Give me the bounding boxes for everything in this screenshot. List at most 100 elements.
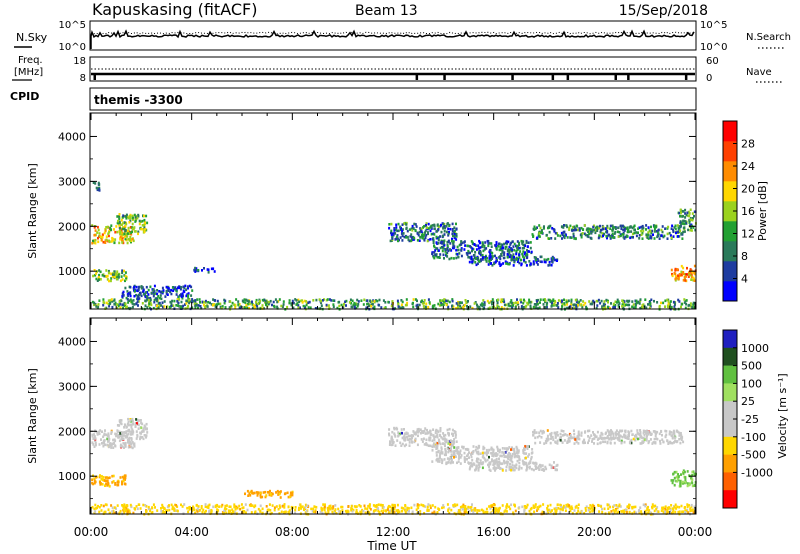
echo-cell [597, 236, 600, 240]
echo-cell [268, 493, 271, 497]
echo-cell [612, 434, 615, 438]
echo-cell [125, 436, 128, 439]
echo-cell [259, 493, 262, 497]
echo-cell [124, 482, 127, 486]
echo-cell [551, 257, 554, 260]
echo-cell [158, 304, 161, 307]
echo-cell [124, 229, 127, 232]
echo-cell [277, 507, 280, 511]
echo-cell [487, 463, 489, 467]
echo-cell [601, 507, 603, 511]
echo-cell [194, 304, 197, 307]
echo-cell [192, 299, 195, 303]
echo-cell [566, 236, 569, 239]
echo-cell [586, 227, 589, 231]
cpid-label: CPID [10, 90, 39, 103]
echo-cell [425, 438, 428, 442]
echo-cell [105, 503, 108, 507]
echo-cell [640, 225, 643, 229]
echo-cell [332, 505, 335, 508]
echo-cell [684, 306, 687, 310]
echo-cell [131, 302, 134, 305]
echo-cell [470, 453, 472, 456]
echo-cell [251, 504, 254, 507]
echo-cell [561, 507, 564, 510]
echo-cell [651, 506, 654, 510]
echo-cell [564, 509, 567, 512]
echo-cell [516, 450, 519, 453]
echo-cell [120, 437, 123, 440]
echo-cell [423, 239, 426, 242]
echo-cell [677, 477, 679, 480]
echo-cell [568, 504, 571, 507]
echo-cell [547, 264, 550, 267]
echo-cell [180, 503, 182, 507]
echo-cell [623, 304, 626, 307]
echo-cell [115, 303, 118, 306]
echo-cell [526, 447, 529, 450]
echo-cell [614, 431, 617, 434]
echo-cell [501, 298, 504, 301]
echo-cell [601, 232, 604, 235]
echo-cell [692, 511, 695, 514]
echo-cell [665, 433, 668, 437]
echo-cell [539, 301, 541, 304]
echo-cell [124, 508, 127, 512]
echo-cell [575, 504, 578, 508]
echo-cell [428, 302, 431, 306]
echo-cell [489, 504, 492, 508]
echo-cell [690, 226, 693, 230]
echo-cell [561, 303, 564, 306]
echo-cell [476, 262, 479, 265]
echo-cell [111, 273, 114, 276]
echo-cell [204, 299, 207, 303]
echo-cell [150, 291, 153, 295]
echo-cell [485, 247, 488, 250]
echo-cell [557, 507, 560, 510]
echo-cell [497, 306, 500, 310]
echo-cell [411, 229, 414, 232]
echo-cell [518, 506, 521, 509]
echo-cell [322, 503, 325, 506]
echo-cell [496, 461, 499, 465]
echo-cell [210, 303, 213, 306]
echo-cell [617, 305, 620, 308]
echo-cell [562, 430, 565, 433]
echo-cell [570, 298, 573, 302]
colorbar-swatch [723, 490, 737, 509]
echo-cell [536, 236, 539, 240]
echo-cell [170, 292, 173, 296]
echo-cell [572, 232, 575, 236]
echo-cell [467, 300, 469, 303]
echo-cell [609, 436, 612, 440]
echo-cell [412, 305, 415, 309]
echo-cell [654, 430, 657, 434]
echo-cell [410, 438, 413, 441]
echo-cell [127, 417, 130, 421]
echo-cell [605, 436, 608, 440]
echo-cell [330, 506, 333, 510]
echo-cell [465, 510, 468, 514]
echo-cell [584, 430, 587, 433]
echo-cell [433, 438, 436, 442]
echo-cell [673, 506, 676, 509]
echo-cell [102, 240, 105, 244]
echo-cell [256, 304, 259, 308]
echo-cell [353, 305, 356, 309]
echo-cell [171, 505, 174, 509]
echo-cell [402, 306, 405, 310]
echo-cell [503, 253, 506, 256]
echo-cell [121, 241, 124, 244]
echo-cell [528, 453, 531, 456]
echo-cell [197, 505, 200, 508]
echo-cell [505, 245, 508, 249]
echo-cell [672, 300, 675, 304]
echo-cell [283, 504, 286, 508]
echo-cell [175, 287, 178, 291]
echo-cell [109, 442, 112, 445]
echo-cell [102, 435, 105, 439]
y-tick-label: 1000 [58, 470, 86, 483]
echo-cell [273, 506, 276, 509]
echo-cell [420, 234, 423, 237]
echo-cell [121, 271, 124, 275]
